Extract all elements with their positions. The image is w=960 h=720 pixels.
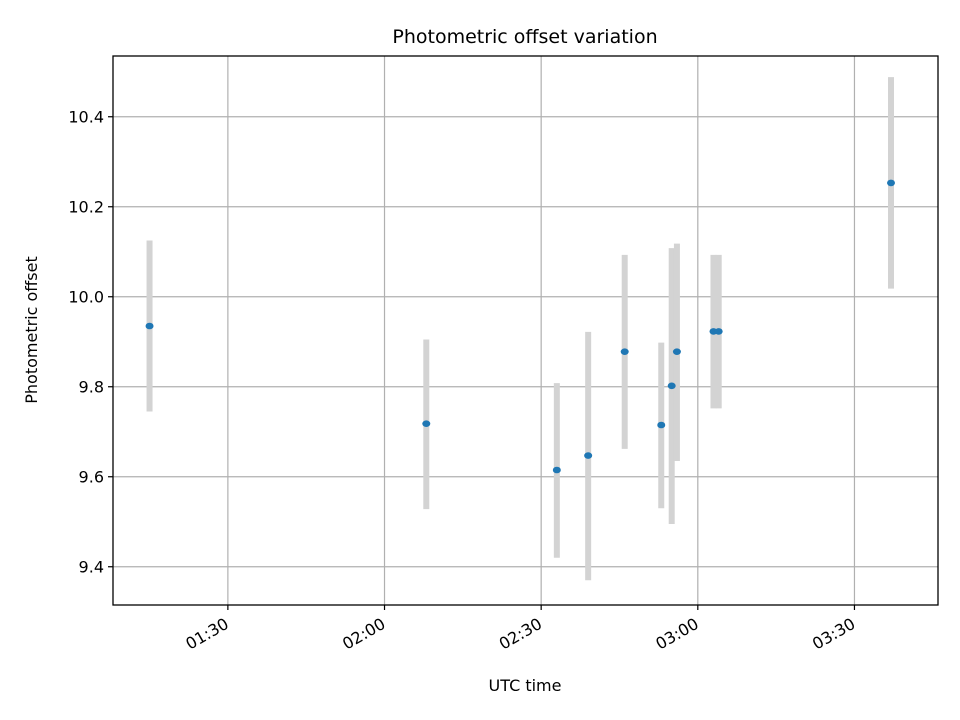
x-axis-label: UTC time [489, 676, 562, 695]
data-point [584, 452, 593, 459]
x-tick-label: 03:00 [652, 614, 701, 654]
y-axis: 9.4 9.6 9.8 10.0 10.2 10.4 [68, 107, 113, 576]
data-point [672, 348, 681, 355]
plot-frame [112, 55, 939, 606]
x-tick-label: 01:30 [182, 614, 231, 654]
data-point [422, 420, 431, 427]
x-tick-label: 03:30 [809, 614, 858, 654]
x-tick-label: 02:30 [496, 614, 545, 654]
data-point [620, 348, 629, 355]
y-tick-label: 10.2 [68, 197, 104, 216]
x-axis: 01:30 02:00 02:30 03:00 03:30 [182, 605, 858, 654]
data-point [657, 421, 666, 429]
data-point [887, 179, 896, 187]
error-bars [146, 77, 895, 581]
y-tick-label: 9.6 [79, 467, 104, 486]
grid [113, 56, 938, 605]
data-point [145, 322, 154, 330]
y-tick-label: 9.8 [79, 377, 104, 396]
y-tick-label: 9.4 [79, 557, 104, 576]
data-points [145, 179, 896, 474]
x-tick-label: 02:00 [339, 614, 388, 654]
data-point [714, 328, 723, 335]
data-point [552, 466, 561, 474]
chart-title: Photometric offset variation [392, 26, 657, 48]
y-tick-label: 10.4 [68, 107, 104, 126]
y-axis-label: Photometric offset [22, 256, 41, 404]
y-tick-label: 10.0 [68, 287, 104, 306]
data-point [667, 382, 676, 390]
